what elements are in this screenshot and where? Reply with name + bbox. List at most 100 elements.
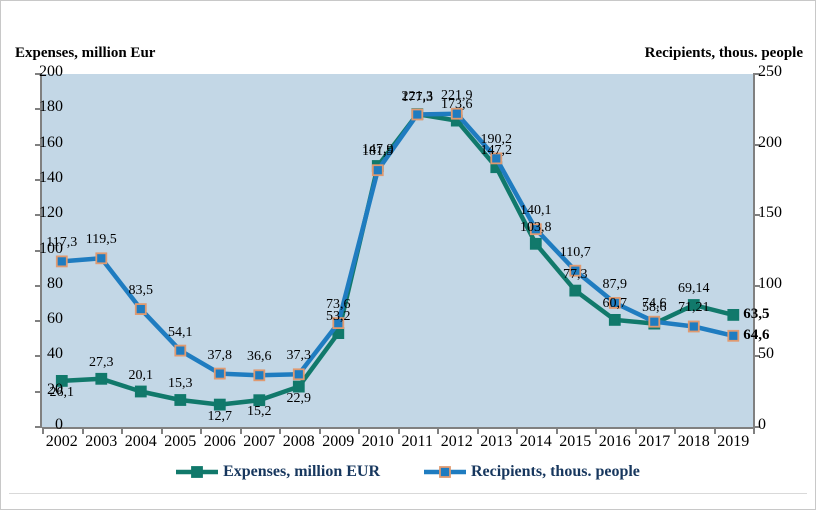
x-tick-label: 2014	[519, 433, 552, 450]
series-marker[interactable]	[55, 255, 68, 268]
series-marker[interactable]	[490, 152, 503, 165]
series-marker[interactable]	[95, 372, 108, 385]
series-marker[interactable]	[292, 380, 305, 393]
x-tick-label: 2012	[440, 433, 473, 450]
x-tick	[674, 427, 676, 434]
x-tick-label: 2006	[203, 433, 236, 450]
series-line	[61, 111, 734, 378]
legend-swatch-icon	[176, 466, 219, 478]
x-tick	[239, 427, 242, 434]
x-tick-label: 2010	[361, 433, 394, 450]
right-tick	[753, 143, 760, 146]
plot-area: 26,1 27,3 20,1 15,3 12,7 15,2 22,9 53,2 147,9 177…	[35, 73, 770, 434]
x-tick	[42, 427, 44, 434]
x-tick-label: 2013	[480, 433, 513, 450]
series-marker[interactable]	[292, 368, 305, 381]
left-axis-title: Expenses, million Eur	[15, 45, 156, 61]
left-tick-label: 200	[39, 63, 63, 80]
left-tick	[35, 108, 42, 111]
left-tick	[35, 73, 42, 75]
x-tick	[200, 427, 202, 434]
series-marker[interactable]	[134, 385, 147, 398]
left-tick-label: 160	[39, 133, 63, 151]
series-marker[interactable]	[727, 329, 740, 342]
series-marker[interactable]	[648, 315, 661, 328]
series-marker[interactable]	[174, 394, 187, 406]
series-marker[interactable]	[569, 284, 582, 297]
series-marker[interactable]	[213, 398, 226, 411]
series-marker[interactable]	[134, 303, 147, 316]
x-tick	[555, 427, 558, 434]
series-marker[interactable]	[174, 344, 187, 357]
right-tick	[753, 355, 760, 358]
left-tick-label: 180	[39, 98, 63, 116]
left-tick	[35, 390, 42, 393]
series-marker[interactable]	[687, 320, 700, 333]
right-tick	[753, 284, 760, 287]
legend-label: Expenses, million EUR	[223, 463, 380, 480]
x-tick-label: 2018	[677, 433, 710, 450]
left-tick	[35, 143, 42, 146]
series-marker[interactable]	[529, 237, 542, 250]
right-axis-title: Recipients, thous. people	[644, 45, 803, 61]
legend-swatch-icon	[424, 466, 466, 478]
series-marker[interactable]	[213, 367, 226, 380]
series-marker[interactable]	[450, 107, 463, 120]
right-tick	[753, 73, 760, 75]
legend-label: Recipients, thous. people	[471, 463, 640, 480]
left-tick-label: 20	[47, 380, 63, 398]
chart-legend: Expenses, million EUR Recipients, thous. …	[1, 463, 815, 481]
legend-item[interactable]: Expenses, million EUR	[176, 463, 380, 481]
series-plot	[55, 107, 740, 411]
series-marker[interactable]	[253, 369, 266, 382]
series-marker[interactable]	[411, 108, 424, 121]
x-tick-label: 2008	[282, 433, 315, 450]
x-tick-label: 2004	[124, 433, 157, 450]
x-tick-label: 2003	[85, 433, 118, 450]
x-tick-label: 2009	[322, 433, 355, 450]
left-tick-label: 100	[39, 239, 63, 257]
series-marker[interactable]	[55, 374, 68, 387]
x-tick-label: 2015	[559, 433, 592, 450]
series-marker[interactable]	[529, 223, 542, 236]
x-axis-line	[42, 427, 755, 429]
right-axis-line	[753, 74, 755, 427]
x-tick-label: 2005	[164, 433, 197, 450]
x-tick	[753, 427, 755, 434]
left-tick-label: 140	[39, 168, 63, 186]
series-marker[interactable]	[253, 394, 266, 407]
left-tick-label: 60	[47, 310, 63, 328]
series-marker[interactable]	[608, 313, 621, 326]
left-tick-label: 80	[47, 274, 63, 292]
x-tick-label: 2017	[638, 433, 671, 450]
left-tick-label: 120	[39, 204, 63, 222]
left-tick	[35, 214, 42, 217]
series-marker[interactable]	[95, 252, 108, 265]
left-tick	[35, 178, 42, 181]
legend-item[interactable]: Recipients, thous. people	[424, 463, 640, 481]
x-tick	[634, 427, 637, 434]
x-tick	[397, 427, 400, 434]
series-marker[interactable]	[569, 264, 582, 277]
x-tick-label: 2016	[598, 433, 631, 450]
x-tick	[713, 427, 716, 434]
series-marker[interactable]	[608, 296, 621, 309]
right-tick-label: 50	[758, 345, 774, 363]
left-tick	[35, 284, 42, 287]
series-marker[interactable]	[727, 308, 740, 321]
right-tick	[753, 214, 760, 217]
legend-divider	[9, 493, 807, 494]
series-marker[interactable]	[332, 317, 345, 330]
left-tick	[35, 355, 42, 358]
left-tick-label: 0	[55, 416, 63, 433]
x-tick	[476, 427, 479, 434]
x-tick-label: 2002	[45, 433, 78, 450]
right-tick	[753, 426, 760, 428]
x-tick-label: 2019	[717, 433, 750, 450]
series-marker[interactable]	[687, 299, 700, 311]
series-marker[interactable]	[371, 164, 384, 177]
right-tick-label: 100	[758, 274, 782, 292]
x-tick	[437, 427, 439, 434]
x-tick-label: 2007	[243, 433, 276, 450]
